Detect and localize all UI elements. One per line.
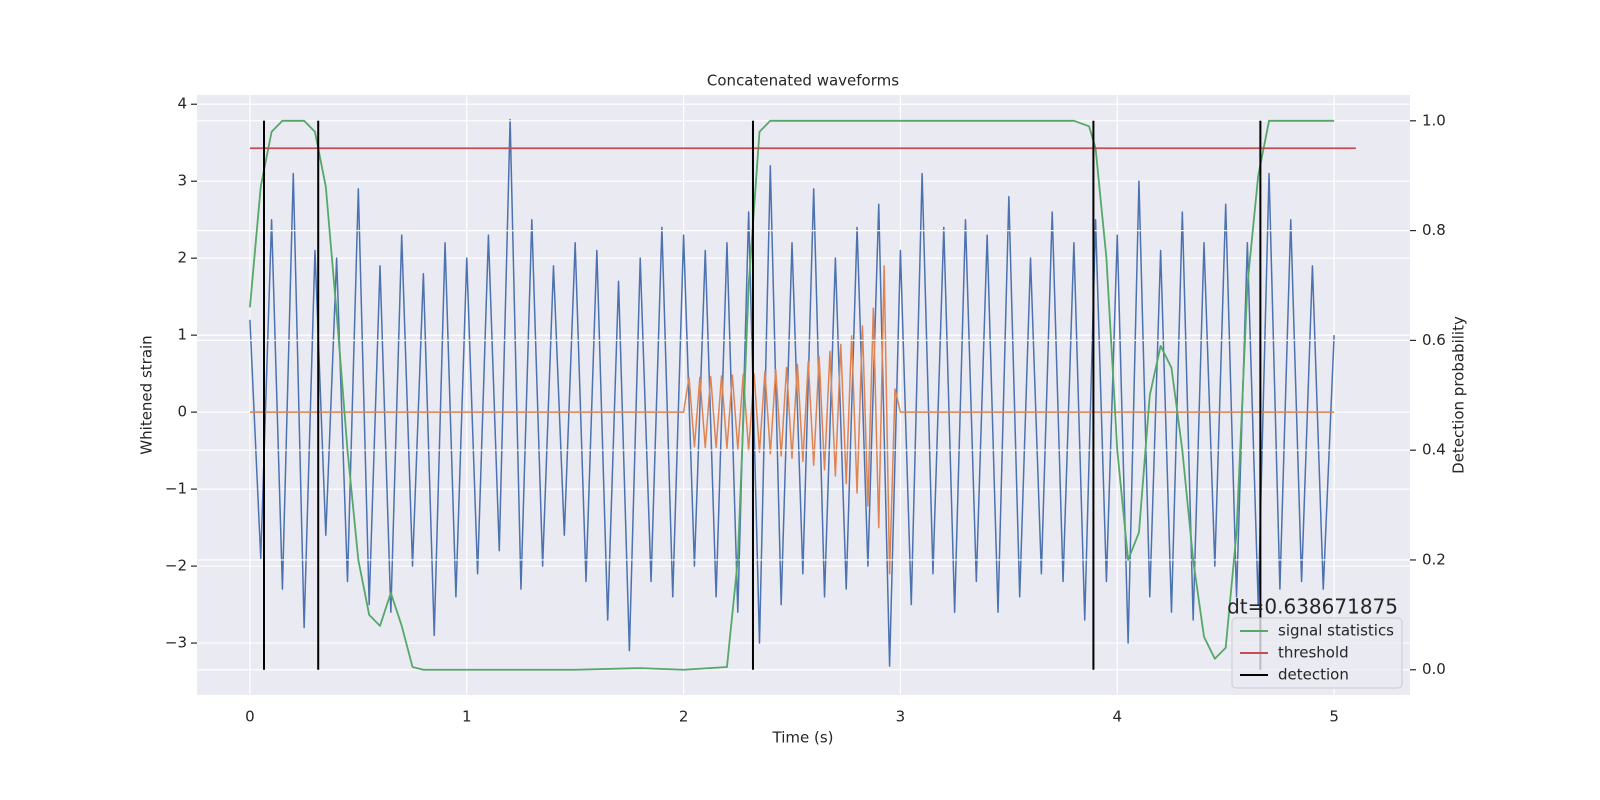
series-line (249, 119, 1335, 671)
y-tick-label: 1 (177, 326, 187, 344)
y2-tick-label: 0.4 (1422, 441, 1446, 459)
y-tick-label: 0 (177, 403, 187, 421)
x-tick-label: 1 (462, 708, 472, 726)
y2-tick-label: 0.6 (1422, 331, 1446, 349)
y-tick-label: 3 (177, 172, 187, 190)
x-tick-label: 2 (679, 708, 689, 726)
y2-tick-label: 0.2 (1422, 550, 1446, 568)
legend-label: signal statistics (1278, 622, 1394, 640)
x-tick-label: 5 (1329, 708, 1339, 726)
x-tick-label: 3 (896, 708, 906, 726)
series-line (249, 118, 1335, 667)
y-tick-label: 4 (177, 95, 187, 113)
annotation: dt=0.638671875 (1227, 595, 1398, 619)
y-tick-label: −1 (165, 480, 187, 498)
chart-title: Concatenated waveforms (707, 72, 899, 90)
y2-axis-label: Detection probability (1450, 316, 1468, 474)
y-tick-label: −3 (165, 634, 187, 652)
legend-label: threshold (1278, 644, 1349, 662)
x-axis-label: Time (s) (772, 729, 834, 747)
y-tick-label: 2 (177, 249, 187, 267)
plot-area (197, 95, 1410, 695)
y-axis-label: Whitened strain (138, 335, 156, 454)
y2-tick-label: 0.8 (1422, 221, 1446, 239)
series-line (249, 265, 1335, 575)
x-tick-label: 4 (1112, 708, 1122, 726)
legend-box (1231, 617, 1403, 689)
y2-tick-label: 0.0 (1422, 660, 1446, 678)
x-tick-label: 0 (245, 708, 255, 726)
y-tick-label: −2 (165, 557, 187, 575)
y2-tick-label: 1.0 (1422, 111, 1446, 129)
legend-label: detection (1278, 666, 1349, 684)
